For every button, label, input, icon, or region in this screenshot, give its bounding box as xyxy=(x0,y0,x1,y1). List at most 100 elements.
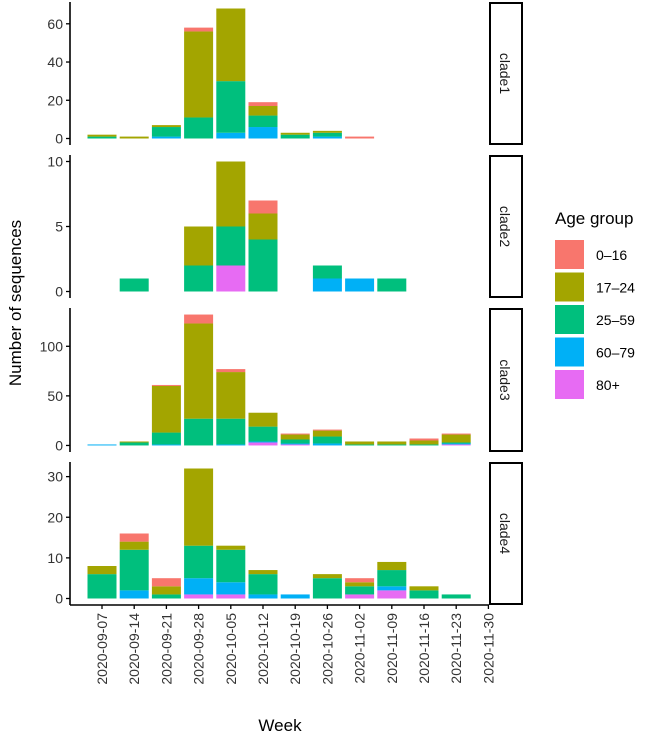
y-tick-label: 0 xyxy=(55,284,63,300)
bar-segment xyxy=(248,412,278,427)
y-tick-label: 10 xyxy=(47,154,63,170)
bar-segment xyxy=(248,102,278,106)
bar-segment xyxy=(184,578,214,595)
bar-segment xyxy=(151,586,181,595)
bar-segment xyxy=(119,533,149,542)
x-tick-label: 2020-09-14 xyxy=(126,613,142,685)
bar-segment xyxy=(345,441,375,445)
bar-segment xyxy=(377,278,407,292)
facet-strip-label: clade2 xyxy=(497,206,513,247)
bar-segment xyxy=(119,442,149,446)
x-tick-label: 2020-11-30 xyxy=(480,613,496,684)
bar-segment xyxy=(441,434,471,443)
bar-segment xyxy=(409,438,439,441)
bar-segment xyxy=(409,586,439,591)
bar-segment xyxy=(312,429,342,431)
bar-segment xyxy=(184,323,214,419)
bar-segment xyxy=(216,549,246,583)
bar-segment xyxy=(280,433,310,435)
bar-segment xyxy=(248,441,278,443)
bar-segment xyxy=(151,385,181,433)
bar-segment xyxy=(216,8,246,82)
y-tick-label: 40 xyxy=(47,54,63,70)
facet-strip-label: clade1 xyxy=(497,53,513,94)
x-tick-label: 2020-09-21 xyxy=(158,613,174,685)
bar-segment xyxy=(119,590,149,599)
bar-segment xyxy=(248,574,278,595)
bar-segment xyxy=(216,418,246,445)
bar-segment xyxy=(441,433,471,435)
y-tick-label: 20 xyxy=(47,92,63,108)
bar-segment xyxy=(216,545,246,550)
bar-segment xyxy=(248,570,278,575)
legend-label: 17–24 xyxy=(596,280,635,296)
bar-segment xyxy=(345,586,375,595)
bar-segment xyxy=(312,265,342,279)
bar-segment xyxy=(184,314,214,324)
bar-segment xyxy=(312,130,342,133)
bar-segment xyxy=(119,278,149,292)
bar-segment xyxy=(151,594,181,599)
legend-key xyxy=(555,305,584,334)
bar-segment xyxy=(312,278,342,292)
bar-segment xyxy=(312,443,342,446)
bar-segment xyxy=(312,136,342,139)
bar-segment xyxy=(441,442,471,444)
facet-strip xyxy=(489,308,523,452)
bar-segment xyxy=(216,226,246,266)
bar-segment xyxy=(409,444,439,446)
y-tick-label: 5 xyxy=(55,219,63,235)
legend-label: 25–59 xyxy=(596,312,635,328)
bar-segment xyxy=(216,132,246,139)
bar-segment xyxy=(377,441,407,445)
bar-segment xyxy=(184,545,214,579)
bar-segment xyxy=(248,442,278,446)
legend-label: 0–16 xyxy=(596,247,627,263)
bar-segment xyxy=(377,570,407,587)
bar-segment xyxy=(280,444,310,446)
y-tick-label: 0 xyxy=(55,131,63,147)
bar-segment xyxy=(87,134,117,137)
x-tick-label: 2020-11-09 xyxy=(384,613,400,684)
bar-segment xyxy=(312,436,342,444)
legend-key xyxy=(555,337,584,367)
y-tick-label: 20 xyxy=(47,509,63,525)
bar-segment xyxy=(184,265,214,292)
bar-segment xyxy=(184,594,214,599)
bar-segment xyxy=(184,117,214,139)
facet-strip-label: clade4 xyxy=(497,513,513,554)
facet-strip xyxy=(489,2,523,145)
bar-segment xyxy=(377,561,407,571)
legend-title: Age group xyxy=(555,209,633,228)
facet-strip xyxy=(489,462,523,605)
y-tick-label: 0 xyxy=(55,591,63,607)
bar-segment xyxy=(184,226,214,266)
bar-segment xyxy=(409,590,439,599)
bar-segment xyxy=(248,106,278,116)
x-tick-label: 2020-10-19 xyxy=(287,613,303,685)
bar-segment xyxy=(216,369,246,373)
bar-segment xyxy=(216,594,246,599)
bar-segment xyxy=(345,578,375,583)
legend-key xyxy=(555,240,584,269)
bar-segment xyxy=(87,574,117,599)
bar-segment xyxy=(248,239,278,292)
bar-segment xyxy=(151,432,181,445)
x-tick-label: 2020-10-26 xyxy=(319,613,335,685)
bar-segment xyxy=(151,578,181,587)
bar-segment xyxy=(119,541,149,550)
facet-strip xyxy=(489,155,523,298)
bar-segment xyxy=(312,578,342,599)
bar-segment xyxy=(119,136,149,139)
bar-segment xyxy=(184,31,214,118)
bar-segment xyxy=(409,440,439,445)
x-tick-label: 2020-09-28 xyxy=(191,613,207,685)
bar-segment xyxy=(151,384,181,386)
legend-label: 60–79 xyxy=(596,345,635,361)
bar-segment xyxy=(345,278,375,292)
x-tick-label: 2020-10-12 xyxy=(255,613,271,685)
bar-segment xyxy=(87,566,117,575)
bar-segment xyxy=(441,443,471,445)
